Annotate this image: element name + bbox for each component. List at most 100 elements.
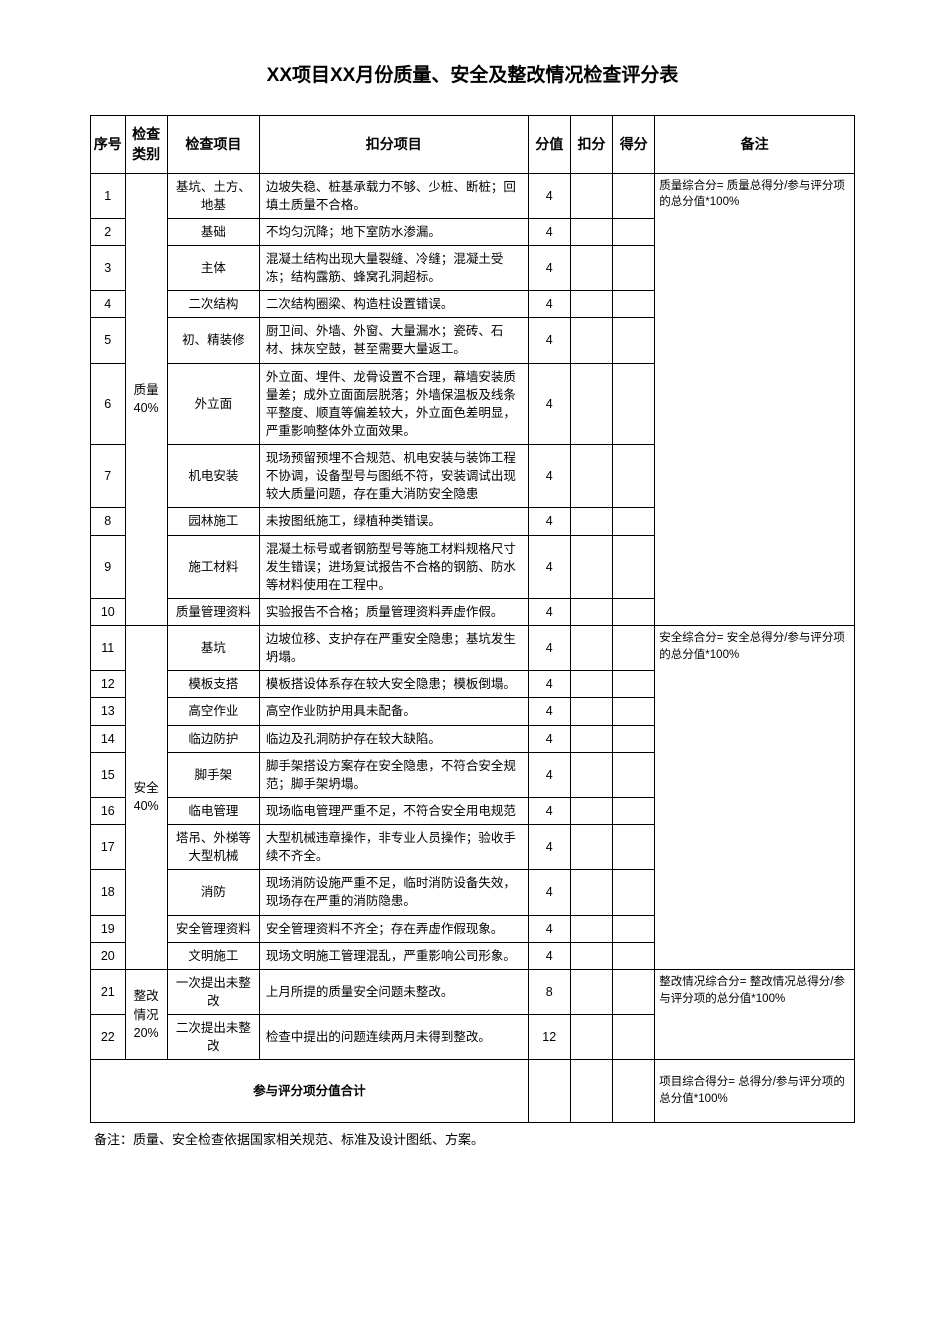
cell-desc: 高空作业防护用具未配备。 [259, 698, 528, 725]
cell-got [613, 698, 655, 725]
header-category: 检查类别 [125, 116, 167, 174]
cell-deduct [570, 598, 612, 625]
cell-desc: 现场预留预埋不合规范、机电安装与装饰工程不协调，设备型号与图纸不符，安装调试出现… [259, 445, 528, 508]
cell-score: 4 [528, 698, 570, 725]
cell-item: 二次结构 [167, 291, 259, 318]
cell-deduct [570, 671, 612, 698]
cell-got [613, 445, 655, 508]
cell-score: 4 [528, 363, 570, 445]
cell-deduct [570, 245, 612, 290]
cell-got [613, 671, 655, 698]
cell-score: 4 [528, 291, 570, 318]
cell-desc: 模板搭设体系存在较大安全隐患；模板倒塌。 [259, 671, 528, 698]
cell-deduct [570, 825, 612, 870]
table-row: 11安全40%基坑边坡位移、支护存在严重安全隐患；基坑发生坍塌。4安全综合分= … [91, 626, 855, 671]
cell-got [613, 508, 655, 535]
cell-got [613, 969, 655, 1014]
cell-deduct [570, 698, 612, 725]
cell-item: 机电安装 [167, 445, 259, 508]
cell-got [613, 245, 655, 290]
cell-category: 整改情况20% [125, 969, 167, 1060]
cell-seq: 19 [91, 915, 126, 942]
cell-desc: 实验报告不合格；质量管理资料弄虚作假。 [259, 598, 528, 625]
cell-deduct [570, 363, 612, 445]
cell-desc: 脚手架搭设方案存在安全隐患，不符合安全规范；脚手架坍塌。 [259, 752, 528, 797]
cell-desc: 安全管理资料不齐全；存在弄虚作假现象。 [259, 915, 528, 942]
cell-item: 初、精装修 [167, 318, 259, 363]
cell-got [613, 173, 655, 218]
cell-remark: 整改情况综合分= 整改情况总得分/参与评分项的总分值*100% [655, 969, 855, 1060]
cell-got [613, 318, 655, 363]
cell-deduct [570, 969, 612, 1014]
total-remark: 项目综合得分= 总得分/参与评分项的总分值*100% [655, 1060, 855, 1122]
total-score [528, 1060, 570, 1122]
header-got: 得分 [613, 116, 655, 174]
cell-seq: 13 [91, 698, 126, 725]
cell-desc: 上月所提的质量安全问题未整改。 [259, 969, 528, 1014]
cell-desc: 混凝土标号或者钢筋型号等施工材料规格尺寸发生错误；进场复试报告不合格的钢筋、防水… [259, 535, 528, 598]
cell-item: 安全管理资料 [167, 915, 259, 942]
cell-desc: 现场消防设施严重不足，临时消防设备失效，现场存在严重的消防隐患。 [259, 870, 528, 915]
cell-item: 塔吊、外梯等大型机械 [167, 825, 259, 870]
cell-seq: 8 [91, 508, 126, 535]
cell-got [613, 535, 655, 598]
cell-seq: 11 [91, 626, 126, 671]
cell-desc: 不均匀沉降；地下室防水渗漏。 [259, 218, 528, 245]
cell-score: 8 [528, 969, 570, 1014]
cell-got [613, 752, 655, 797]
cell-score: 4 [528, 752, 570, 797]
page-title: XX项目XX月份质量、安全及整改情况检查评分表 [90, 60, 855, 87]
header-score: 分值 [528, 116, 570, 174]
cell-deduct [570, 318, 612, 363]
cell-item: 施工材料 [167, 535, 259, 598]
cell-remark: 质量综合分= 质量总得分/参与评分项的总分值*100% [655, 173, 855, 626]
cell-item: 二次提出未整改 [167, 1015, 259, 1060]
cell-item: 临边防护 [167, 725, 259, 752]
table-row: 21整改情况20%一次提出未整改上月所提的质量安全问题未整改。8整改情况综合分=… [91, 969, 855, 1014]
cell-seq: 2 [91, 218, 126, 245]
total-got [613, 1060, 655, 1122]
cell-score: 4 [528, 245, 570, 290]
cell-got [613, 870, 655, 915]
cell-deduct [570, 915, 612, 942]
cell-item: 基坑 [167, 626, 259, 671]
score-table: 序号 检查类别 检查项目 扣分项目 分值 扣分 得分 备注 1质量40%基坑、土… [90, 115, 855, 1123]
cell-seq: 1 [91, 173, 126, 218]
cell-deduct [570, 173, 612, 218]
cell-item: 文明施工 [167, 942, 259, 969]
cell-item: 高空作业 [167, 698, 259, 725]
cell-item: 临电管理 [167, 797, 259, 824]
total-label: 参与评分项分值合计 [91, 1060, 529, 1122]
header-desc: 扣分项目 [259, 116, 528, 174]
cell-deduct [570, 752, 612, 797]
cell-seq: 14 [91, 725, 126, 752]
cell-got [613, 598, 655, 625]
cell-deduct [570, 535, 612, 598]
cell-seq: 9 [91, 535, 126, 598]
cell-item: 基坑、土方、地基 [167, 173, 259, 218]
cell-item: 消防 [167, 870, 259, 915]
cell-remark: 安全综合分= 安全总得分/参与评分项的总分值*100% [655, 626, 855, 970]
cell-score: 4 [528, 318, 570, 363]
cell-score: 4 [528, 825, 570, 870]
cell-item: 一次提出未整改 [167, 969, 259, 1014]
cell-score: 4 [528, 218, 570, 245]
cell-got [613, 1015, 655, 1060]
cell-desc: 检查中提出的问题连续两月未得到整改。 [259, 1015, 528, 1060]
cell-category: 安全40% [125, 626, 167, 970]
cell-desc: 混凝土结构出现大量裂缝、冷缝；混凝土受冻；结构露筋、蜂窝孔洞超标。 [259, 245, 528, 290]
cell-score: 12 [528, 1015, 570, 1060]
cell-score: 4 [528, 942, 570, 969]
cell-desc: 二次结构圈梁、构造柱设置错误。 [259, 291, 528, 318]
cell-seq: 18 [91, 870, 126, 915]
cell-desc: 现场临电管理严重不足，不符合安全用电规范 [259, 797, 528, 824]
header-row: 序号 检查类别 检查项目 扣分项目 分值 扣分 得分 备注 [91, 116, 855, 174]
cell-item: 主体 [167, 245, 259, 290]
cell-desc: 现场文明施工管理混乱，严重影响公司形象。 [259, 942, 528, 969]
cell-got [613, 797, 655, 824]
cell-item: 园林施工 [167, 508, 259, 535]
cell-got [613, 218, 655, 245]
header-seq: 序号 [91, 116, 126, 174]
total-deduct [570, 1060, 612, 1122]
cell-deduct [570, 218, 612, 245]
